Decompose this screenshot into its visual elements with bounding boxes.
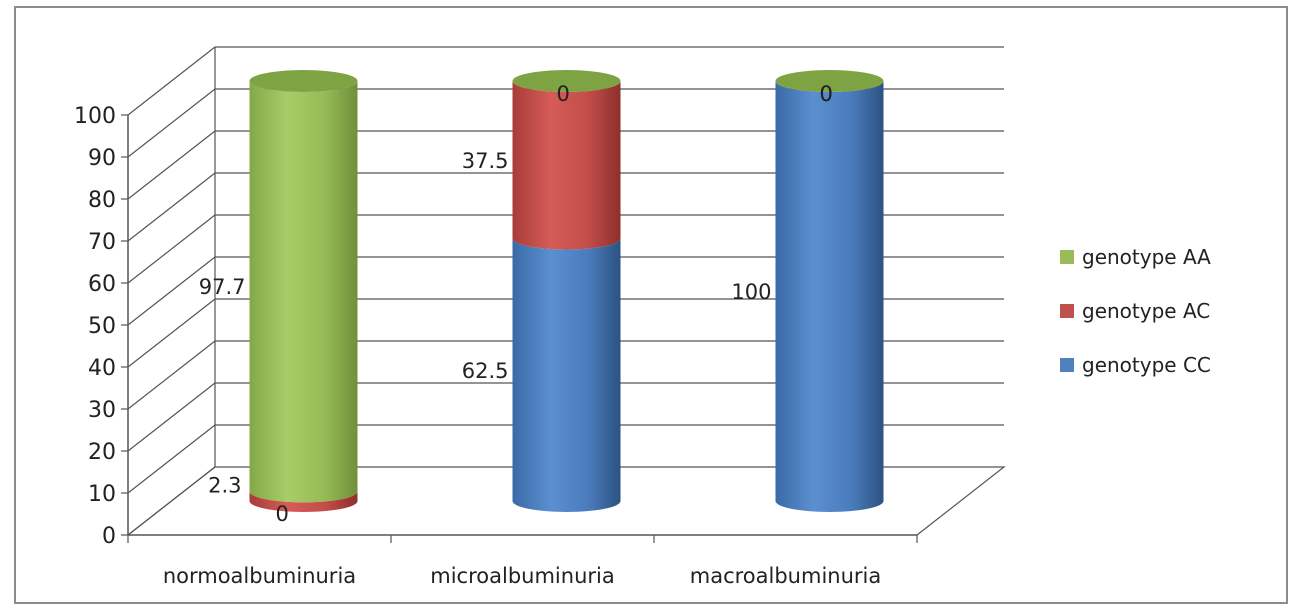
side-wall-gridline xyxy=(127,88,216,158)
value-axis-tick-label: 30 xyxy=(88,398,116,423)
side-wall-gridline xyxy=(127,424,216,494)
bar-segment-body xyxy=(775,81,884,512)
side-wall-gridline xyxy=(127,172,216,242)
category-axis: normoalbuminuria microalbuminuria macroalb… xyxy=(127,534,918,588)
data-label: 0 xyxy=(557,82,570,106)
plot-bars xyxy=(249,70,884,512)
data-label: 100 xyxy=(731,280,771,304)
bar-segment xyxy=(512,238,621,512)
bar-segment-body xyxy=(249,491,358,512)
value-axis-tick-label: 10 xyxy=(88,482,116,507)
category-label: normoalbuminuria xyxy=(163,564,356,588)
value-axis-tick-label: 80 xyxy=(88,188,116,213)
value-axis-tick-label: 70 xyxy=(88,230,116,255)
side-wall-gridline xyxy=(127,382,216,452)
chart-frame xyxy=(14,6,1288,604)
bar-segment xyxy=(512,81,621,250)
side-wall-gridline xyxy=(127,298,216,368)
bar-segment xyxy=(249,491,358,512)
value-axis-tick-label: 100 xyxy=(74,104,116,129)
bar-top-cap xyxy=(249,70,358,92)
data-label: 0 xyxy=(276,502,289,526)
data-label: 37.5 xyxy=(462,149,509,173)
value-axis-tick-label: 40 xyxy=(88,356,116,381)
side-wall-gridline xyxy=(127,130,216,200)
data-label: 62.5 xyxy=(462,359,509,383)
side-wall-gridline xyxy=(127,214,216,284)
data-label: 2.3 xyxy=(208,473,241,497)
value-axis: 0 10 20 30 40 50 60 70 80 90 100 xyxy=(74,104,129,549)
value-axis-tick-label: 20 xyxy=(88,440,116,465)
legend-label: genotype CC xyxy=(1082,353,1211,377)
legend-swatch xyxy=(1060,250,1074,264)
data-label: 0 xyxy=(820,82,833,106)
bar-top-cap xyxy=(512,70,621,92)
bar-segment-body xyxy=(512,238,621,512)
value-axis-tick-label: 60 xyxy=(88,272,116,297)
bar-segment-body xyxy=(249,81,358,503)
bar-segment xyxy=(249,81,358,503)
legend-label: genotype AA xyxy=(1082,245,1211,269)
side-wall-gridline xyxy=(127,256,216,326)
value-axis-tick-label: 90 xyxy=(88,146,116,171)
legend-label: genotype AC xyxy=(1082,299,1210,323)
bar-segment-body xyxy=(512,81,621,250)
side-wall-gridline xyxy=(127,340,216,410)
category-label: microalbuminuria xyxy=(430,564,614,588)
legend-swatch xyxy=(1060,358,1074,372)
category-label: macroalbuminuria xyxy=(690,564,881,588)
value-axis-tick-label: 50 xyxy=(88,314,116,339)
legend-swatch xyxy=(1060,304,1074,318)
data-label: 0 xyxy=(820,82,833,106)
legend: genotype AA genotype AC genotype CC xyxy=(1060,245,1211,377)
data-label: 97.7 xyxy=(199,275,246,299)
value-axis-tick-label: 0 xyxy=(102,524,116,549)
side-wall-gridline xyxy=(127,46,216,116)
bar-segment xyxy=(775,81,884,512)
bar-top-cap xyxy=(775,70,884,92)
